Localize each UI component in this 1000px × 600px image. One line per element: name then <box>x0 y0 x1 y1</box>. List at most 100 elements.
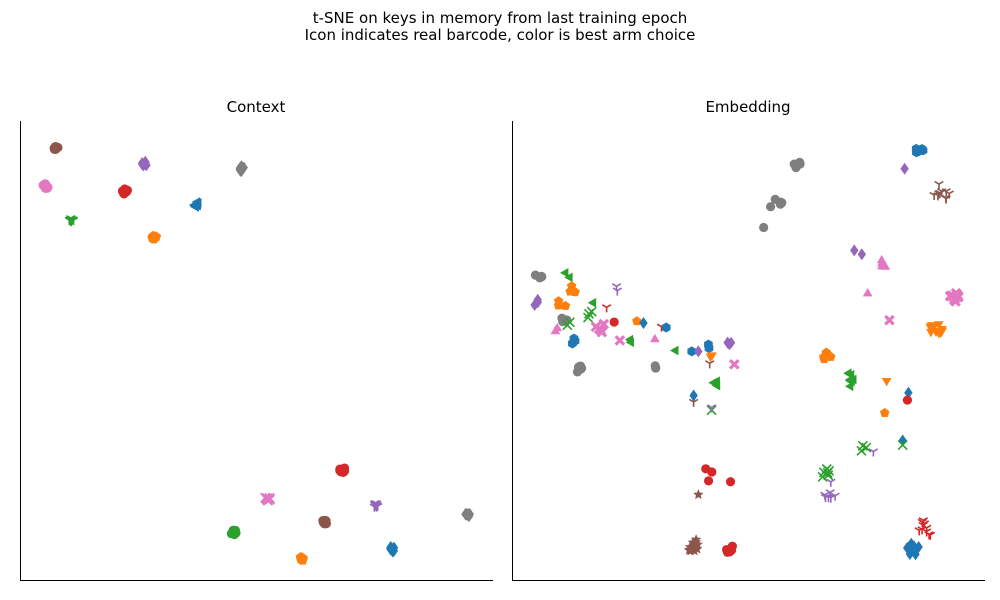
scatter-point <box>881 377 892 387</box>
scatter-point <box>934 329 944 339</box>
scatter-cluster-purple-diamond <box>694 345 703 358</box>
scatter-cluster-green-x <box>897 439 908 451</box>
scatter-point <box>924 531 934 540</box>
scatter-point <box>862 287 873 297</box>
scatter-cluster-blue-hexagon <box>704 339 714 354</box>
scatter-cluster-green-x <box>562 317 575 331</box>
context-scatter-points <box>38 141 474 565</box>
scatter-point <box>933 192 943 201</box>
scatter-point <box>819 354 829 364</box>
scatter-cluster-brown-star <box>683 534 703 556</box>
scatter-cluster-red-circle <box>117 184 132 199</box>
scatter-cluster-green-tri_left <box>587 297 597 308</box>
scatter-point <box>884 314 895 326</box>
scatter-point <box>725 338 734 351</box>
scatter-cluster-pink-triangle <box>862 287 873 297</box>
scatter-cluster-brown-tri_down_open <box>705 360 715 369</box>
scatter-point <box>821 463 832 475</box>
scatter-cluster-red-circle <box>722 541 737 557</box>
scatter-cluster-red-circle <box>902 395 913 405</box>
scatter-point <box>705 360 715 369</box>
scatter-point <box>614 335 626 346</box>
scatter-cluster-red-tri_down_open <box>601 304 612 313</box>
scatter-point <box>639 316 648 329</box>
scatter-point <box>533 293 542 306</box>
scatter-point <box>587 297 597 308</box>
scatter-cluster-orange-pentagon <box>632 316 642 326</box>
scatter-point <box>861 442 872 453</box>
scatter-point <box>934 190 944 199</box>
scatter-point <box>560 267 569 278</box>
scatter-point <box>593 323 605 335</box>
scatter-point <box>704 339 713 350</box>
scatter-cluster-orange-tri_down <box>925 321 947 339</box>
scatter-point <box>726 545 737 555</box>
scatter-point <box>879 407 890 417</box>
scatter-cluster-red-circle <box>609 317 619 327</box>
scatter-cluster-purple-tri_down_open <box>611 283 623 296</box>
scatter-cluster-orange-pentagon <box>553 296 571 310</box>
scatter-cluster-brown-star <box>693 489 704 500</box>
scatter-point <box>462 508 472 521</box>
scatter-cluster-orange-pentagon <box>295 552 308 565</box>
scatter-cluster-purple-tri_down_open <box>820 489 840 503</box>
scatter-cluster-red-circle <box>335 463 350 477</box>
scatter-cluster-green-tri_down_open <box>64 215 79 227</box>
scatter-point <box>845 369 855 380</box>
scatter-cluster-gray-diamond <box>461 507 474 523</box>
scatter-cluster-red-circle <box>725 477 736 487</box>
scatter-cluster-green-tri_left <box>670 345 679 356</box>
scatter-cluster-pink-triangle <box>550 322 563 335</box>
scatter-point <box>609 317 619 327</box>
scatter-point <box>759 222 769 233</box>
scatter-cluster-gray-circle <box>789 157 805 173</box>
scatter-point <box>296 554 306 564</box>
context-title: Context <box>227 98 286 116</box>
scatter-point <box>826 478 836 487</box>
scatter-point <box>369 500 380 510</box>
scatter-point <box>236 164 245 177</box>
scatter-cluster-gray-diamond <box>235 160 248 177</box>
scatter-cluster-purple-tri_down_open <box>706 404 717 413</box>
scatter-point <box>868 448 879 457</box>
scatter-point <box>934 180 944 190</box>
scatter-cluster-brown-tri_down_open <box>688 398 699 407</box>
scatter-point <box>661 322 671 333</box>
scatter-point <box>705 353 716 363</box>
scatter-cluster-purple-diamond <box>850 244 867 261</box>
scatter-cluster-green-tri_left <box>708 376 721 391</box>
scatter-point <box>582 312 594 323</box>
scatter-cluster-pink-x_filled <box>884 314 895 326</box>
scatter-point <box>530 299 539 312</box>
scatter-cluster-pink-x <box>260 492 276 506</box>
scatter-point <box>927 322 938 331</box>
scatter-cluster-blue-diamond <box>386 540 399 558</box>
scatter-point <box>770 194 780 204</box>
scatter-point <box>566 281 577 291</box>
scatter-point <box>822 467 833 478</box>
scatter-cluster-orange-pentagon <box>879 407 890 417</box>
scatter-point <box>728 358 740 370</box>
scatter-point <box>711 380 721 391</box>
scatter-point <box>650 333 660 343</box>
scatter-cluster-pink-x_filled <box>944 287 964 307</box>
scatter-cluster-purple-tri_down_open <box>369 499 383 512</box>
scatter-point <box>191 200 201 211</box>
scatter-cluster-pink-x_filled <box>614 335 626 346</box>
scatter-cluster-brown-circle <box>49 141 63 154</box>
scatter-point <box>586 306 597 317</box>
scatter-point <box>701 464 711 474</box>
scatter-point <box>826 494 836 503</box>
scatter-point <box>693 489 704 500</box>
scatter-cluster-green-tri_left <box>624 334 634 348</box>
scatter-point <box>147 233 157 243</box>
scatter-point <box>141 156 150 169</box>
scatter-cluster-gray-circle <box>650 361 661 373</box>
scatter-point <box>570 335 580 346</box>
scatter-point <box>632 316 642 326</box>
scatter-cluster-blue-hexagon <box>911 143 928 158</box>
scatter-cluster-purple-diamond <box>900 162 909 175</box>
scatter-point <box>670 345 679 356</box>
scatter-point <box>703 476 714 486</box>
